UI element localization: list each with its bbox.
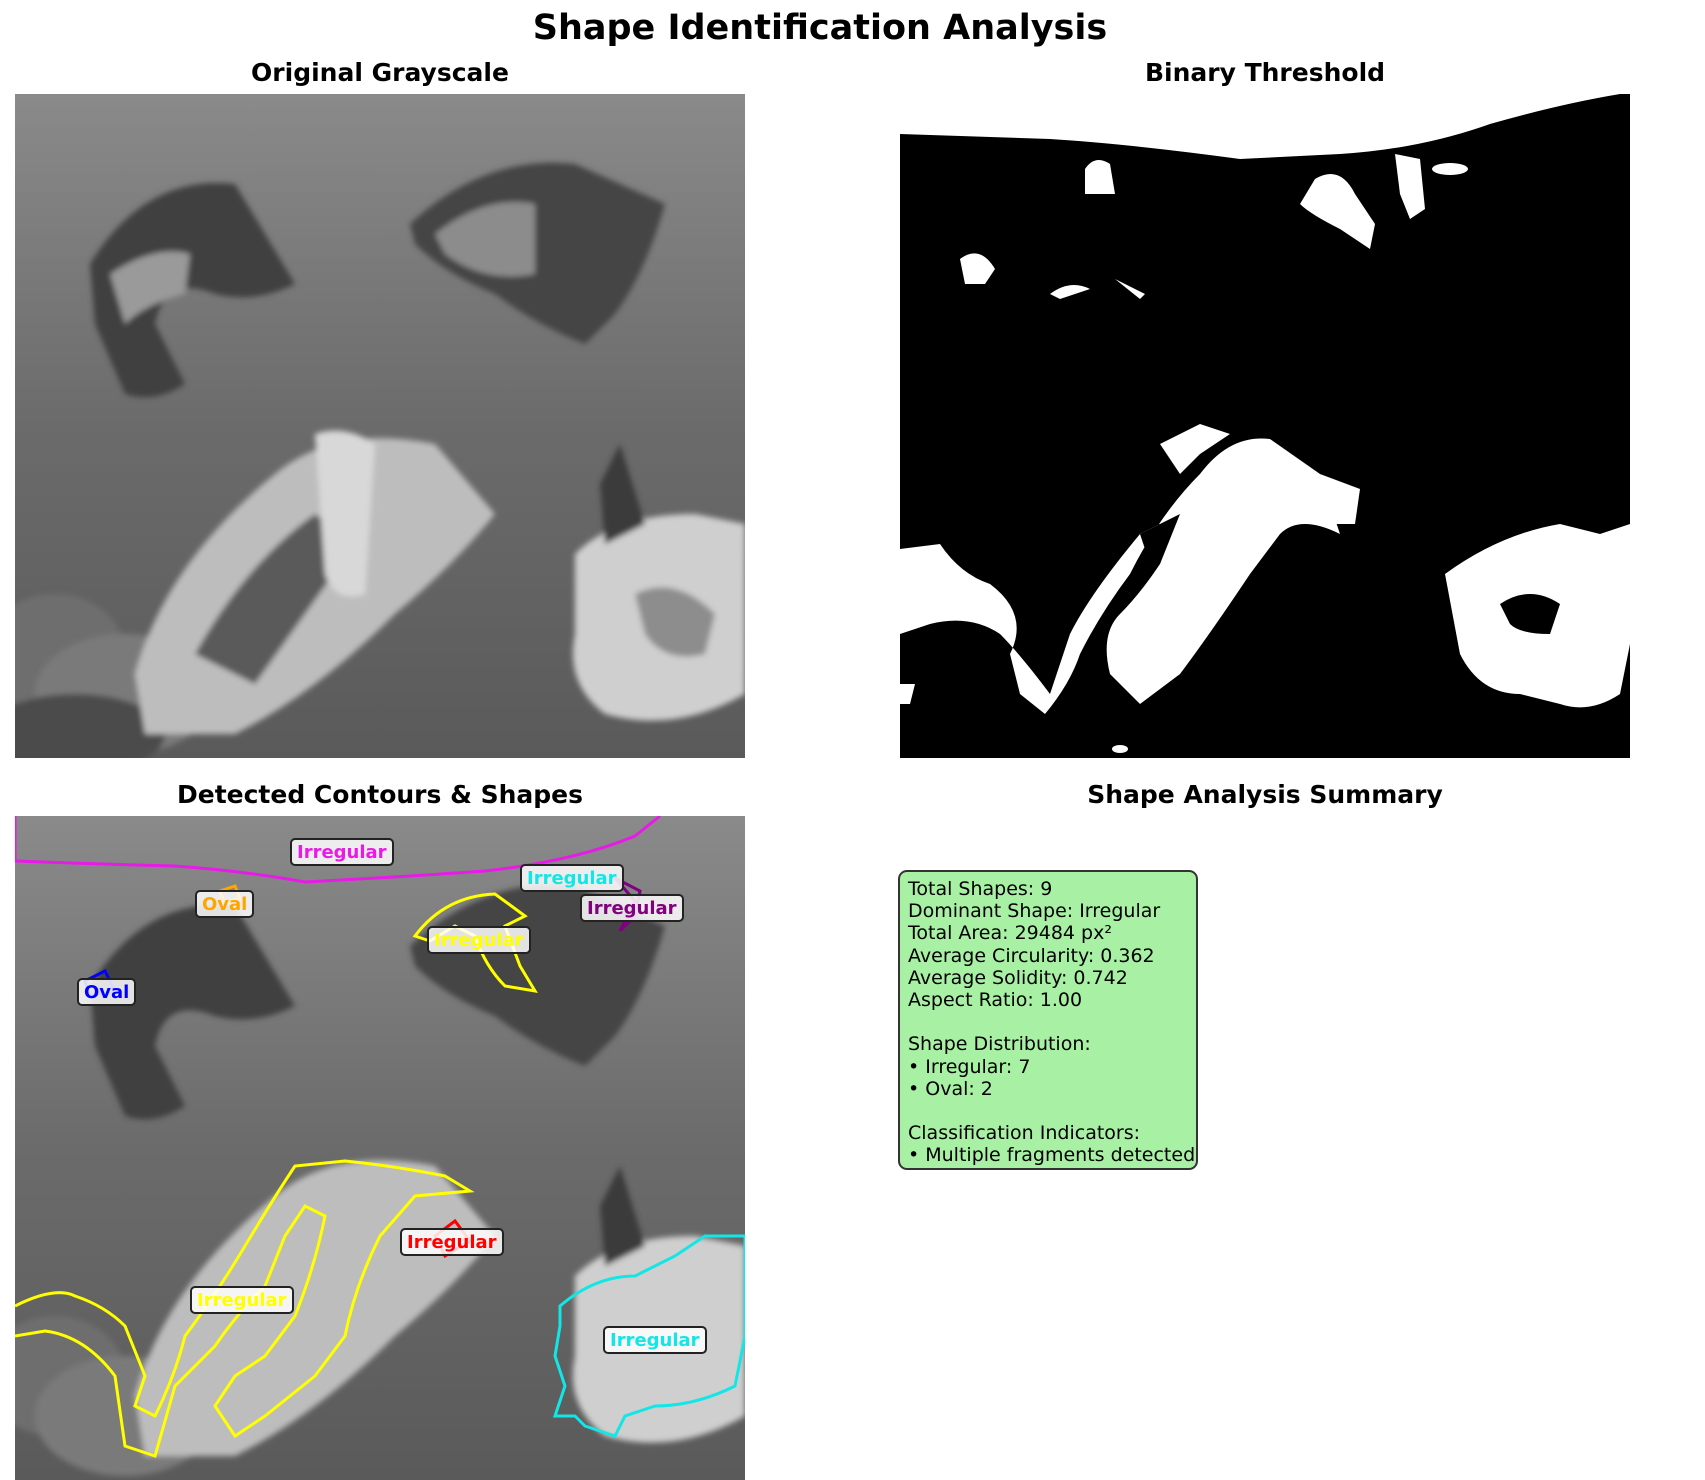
label-irregular-cyan-bottom: Irregular: [603, 1326, 707, 1354]
summary-avg-solidity: Average Solidity: 0.742: [908, 966, 1128, 989]
label-irregular-yellow-bottom: Irregular: [190, 1286, 294, 1314]
binary-panel-title: Binary Threshold: [1144, 58, 1386, 87]
contours-panel-title: Detected Contours & Shapes: [176, 780, 583, 809]
label-irregular-red: Irregular: [400, 1228, 504, 1256]
summary-indicators-header: Classification Indicators:: [908, 1122, 1141, 1145]
summary-aspect-ratio: Aspect Ratio: 1.00: [908, 988, 1083, 1011]
summary-spacer: [908, 1100, 1188, 1122]
summary-total-shapes: Total Shapes: 9: [908, 878, 1053, 900]
magenta-contour: [15, 816, 661, 884]
summary-dist-irregular: • Irregular: 7: [908, 1055, 1031, 1078]
summary-distribution-header: Shape Distribution:: [908, 1033, 1091, 1056]
contours-image: Irregular Irregular Irregular Oval Irreg…: [15, 816, 745, 1480]
label-irregular-cyan-top: Irregular: [520, 864, 624, 892]
label-oval-blue: Oval: [77, 978, 137, 1006]
label-irregular-magenta: Irregular: [290, 838, 394, 866]
summary-dominant-shape: Dominant Shape: Irregular: [908, 900, 1161, 923]
binary-threshold-image: [900, 94, 1630, 758]
grayscale-image: [15, 94, 745, 758]
summary-avg-circularity: Average Circularity: 0.362: [908, 944, 1155, 967]
summary-dist-oval: • Oval: 2: [908, 1077, 993, 1100]
label-irregular-purple: Irregular: [580, 894, 684, 922]
summary-indicator: • Multiple fragments detected: [908, 1144, 1196, 1167]
grayscale-panel-title: Original Grayscale: [251, 58, 509, 87]
cyan-bottom-contour: [552, 1234, 745, 1438]
summary-spacer: [908, 1011, 1188, 1033]
figure-title: Shape Identification Analysis: [532, 8, 1108, 48]
summary-total-area: Total Area: 29484 px²: [908, 922, 1112, 945]
label-oval-orange: Oval: [195, 890, 255, 918]
shape-summary-box: Total Shapes: 9 Dominant Shape: Irregula…: [898, 870, 1198, 1170]
label-irregular-yellow-top: Irregular: [427, 926, 531, 954]
summary-panel-title: Shape Analysis Summary: [1087, 780, 1443, 809]
